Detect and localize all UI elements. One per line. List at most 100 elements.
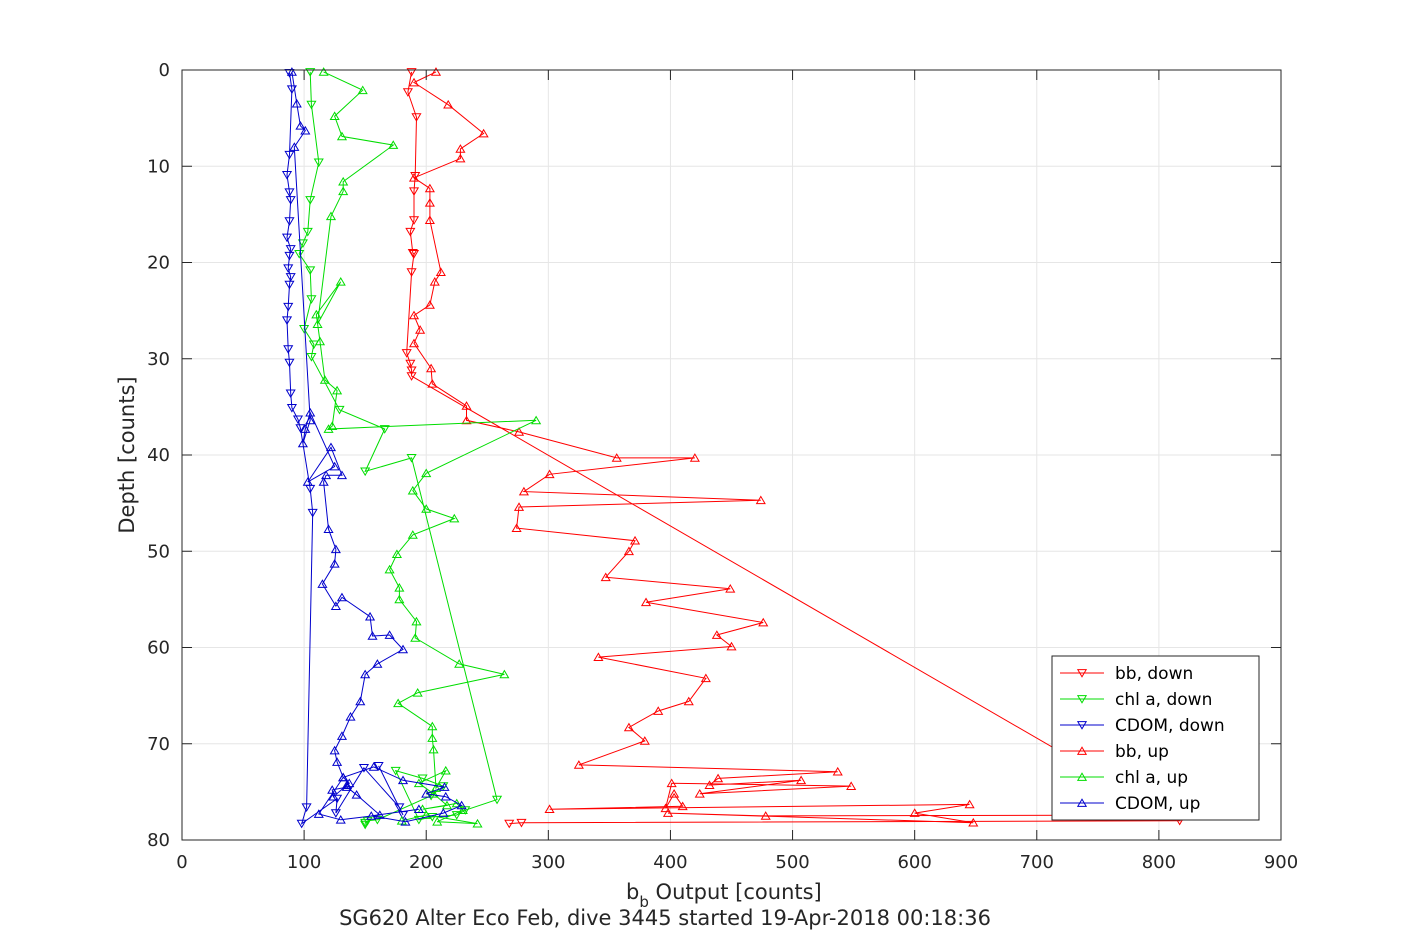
data-point	[796, 775, 807, 785]
legend-marker	[1076, 721, 1088, 730]
data-point	[424, 198, 435, 207]
y-axis-label: Depth [counts]	[115, 376, 139, 533]
data-point	[639, 736, 650, 745]
data-point	[336, 131, 348, 141]
data-point	[461, 401, 472, 410]
data-point	[499, 669, 510, 679]
data-point	[368, 762, 379, 771]
data-point	[408, 173, 420, 182]
data-point	[338, 186, 349, 196]
data-point	[355, 696, 366, 706]
data-point	[311, 309, 322, 319]
data-point	[421, 504, 432, 513]
data-point	[712, 773, 724, 783]
data-point	[428, 789, 439, 798]
data-point	[335, 276, 346, 286]
data-point	[388, 140, 399, 149]
data-point	[629, 535, 641, 545]
data-point	[297, 438, 308, 448]
data-point	[285, 196, 296, 205]
data-point	[285, 245, 296, 254]
data-point	[314, 336, 326, 346]
data-point	[305, 407, 316, 417]
data-point	[406, 454, 417, 463]
data-point	[846, 781, 857, 790]
x-tick-label: 300	[531, 852, 565, 873]
data-point	[334, 405, 345, 415]
legend-marker	[1076, 669, 1088, 678]
legend-label: bb, down	[1115, 664, 1193, 684]
data-point	[421, 789, 432, 798]
data-point	[432, 816, 443, 826]
data-point	[325, 442, 337, 452]
data-point	[284, 251, 295, 261]
data-point	[909, 808, 920, 817]
data-point	[351, 789, 362, 799]
data-point	[408, 77, 420, 87]
data-point	[454, 659, 465, 668]
data-point	[299, 325, 310, 334]
data-point	[367, 631, 378, 640]
data-point	[440, 765, 451, 775]
data-point	[531, 415, 542, 425]
data-point	[360, 818, 371, 828]
data-point	[394, 803, 405, 813]
y-tick-label: 10	[147, 156, 170, 177]
data-point	[281, 316, 293, 326]
data-point	[306, 100, 317, 110]
data-point	[427, 379, 438, 388]
series-line	[291, 71, 463, 823]
data-point	[704, 780, 715, 789]
data-point	[406, 372, 417, 381]
legend-marker	[1076, 772, 1088, 781]
data-point	[677, 801, 688, 811]
x-tick-label: 900	[1264, 852, 1298, 873]
data-point	[435, 267, 446, 276]
data-point	[405, 227, 416, 237]
data-point	[406, 268, 417, 277]
data-point	[302, 227, 313, 237]
data-point	[358, 763, 370, 773]
data-point	[305, 266, 316, 275]
data-point	[335, 815, 346, 824]
data-point	[443, 99, 454, 109]
x-axis-label-rest: Output [counts]	[649, 880, 822, 904]
data-point	[338, 772, 349, 782]
data-point	[451, 798, 462, 808]
data-point	[286, 85, 297, 95]
data-point	[832, 766, 843, 776]
legend-marker	[1076, 746, 1088, 755]
data-point	[332, 757, 343, 766]
legend-label: CDOM, up	[1115, 794, 1200, 814]
data-point	[430, 783, 442, 792]
data-point	[758, 617, 769, 627]
data-point	[478, 128, 489, 138]
data-point	[411, 616, 422, 626]
data-point	[660, 803, 671, 813]
data-point	[725, 584, 736, 593]
data-point	[408, 249, 420, 259]
data-point	[286, 67, 297, 76]
legend-label: bb, up	[1115, 742, 1169, 762]
data-point	[384, 564, 395, 574]
y-tick-label: 60	[147, 638, 170, 659]
data-point	[323, 424, 334, 433]
data-point	[318, 67, 329, 76]
data-point	[402, 88, 413, 97]
data-point	[689, 453, 700, 462]
data-point	[390, 766, 401, 776]
data-point	[305, 68, 316, 77]
data-point	[323, 524, 334, 533]
data-point	[407, 249, 418, 258]
data-point	[296, 819, 307, 829]
x-tick-label: 100	[287, 852, 321, 873]
data-point	[336, 592, 348, 602]
data-point	[394, 594, 405, 604]
data-point	[338, 176, 349, 186]
data-point	[427, 721, 438, 731]
tick-labels: 0 100 200 300 400 500 600 700 800 900 0 10 20 30 40 50 6…	[147, 60, 1298, 873]
data-point	[379, 425, 390, 434]
data-point	[281, 171, 293, 180]
data-point	[406, 366, 417, 376]
